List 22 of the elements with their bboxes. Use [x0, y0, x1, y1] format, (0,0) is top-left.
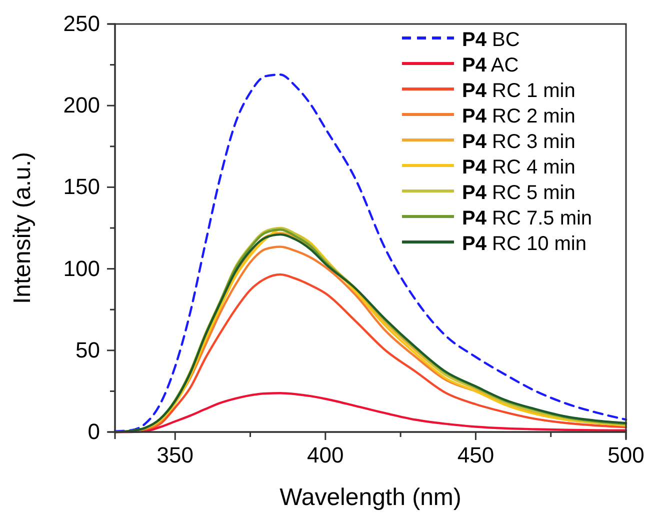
legend-label: P4 RC 10 min	[462, 233, 586, 255]
legend-label: P4 RC 1 min	[462, 80, 576, 102]
x-axis-title: Wavelength (nm)	[280, 484, 462, 511]
legend-label: P4 AC	[462, 54, 519, 76]
legend-label: P4 BC	[462, 29, 520, 51]
x-tick-label: 450	[457, 442, 494, 468]
legend-label: P4 RC 2 min	[462, 106, 576, 128]
legend-label: P4 RC 7.5 min	[462, 208, 592, 230]
y-axis-title: Intensity (a.u.)	[9, 152, 36, 304]
y-tick-label: 100	[63, 256, 100, 281]
x-tick-label: 500	[608, 442, 644, 468]
x-tick-label: 400	[307, 442, 344, 468]
legend-label: P4 RC 5 min	[462, 182, 576, 204]
y-tick-label: 50	[76, 337, 100, 362]
legend-label: P4 RC 4 min	[462, 156, 576, 178]
y-tick-label: 250	[63, 11, 100, 36]
y-tick-label: 150	[63, 174, 100, 200]
line-series	[114, 73, 628, 432]
x-tick-label: 350	[156, 442, 194, 468]
legend-label: P4 RC 3 min	[462, 131, 576, 153]
y-tick-label: 200	[63, 92, 100, 118]
y-tick-label: 0	[88, 419, 100, 444]
